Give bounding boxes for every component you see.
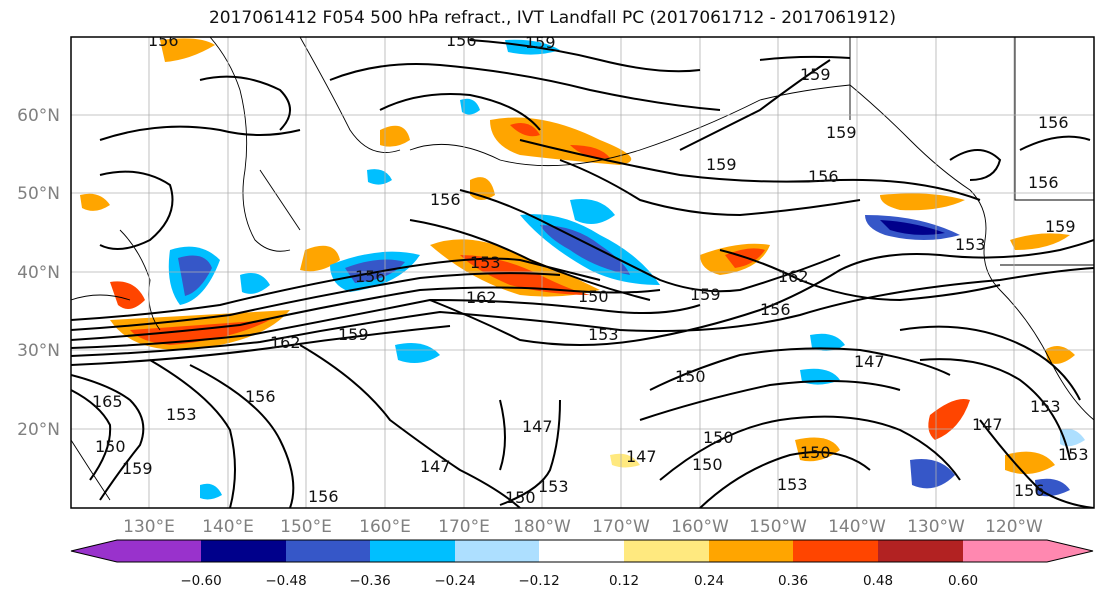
colorbar-segment [878,540,963,562]
contour-label: 147 [854,352,885,371]
refractivity-shading [80,38,1085,500]
lon-label: 140°W [828,517,886,537]
contour-label: 159 [1045,217,1076,236]
contour-label: 162 [270,333,301,352]
lat-label: 60°N [17,106,60,126]
colorbar: −0.60 −0.48 −0.36 −0.24 −0.12 0.12 0.24 … [70,539,1094,589]
latitude-labels: 60°N 50°N 40°N 30°N 20°N [17,106,60,440]
contour-label: 150 [692,455,723,474]
lon-label: 180°W [513,517,571,537]
contour-label: 150 [675,367,706,386]
contour-label: 159 [690,285,721,304]
contour-label: 150 [505,488,536,507]
lon-label: 170°E [438,517,490,537]
contour-label: 153 [470,253,501,272]
colorbar-segment [1047,540,1093,562]
contour-labels: 156 159 159 156 159 159 156 156 156 156 … [92,31,1089,507]
colorbar-segment [539,540,624,562]
contour-label: 159 [800,65,831,84]
contour-label: 153 [955,235,986,254]
contour-label: 153 [538,477,569,496]
contour-label: 156 [808,167,839,186]
colorbar-ticks: −0.60 −0.48 −0.36 −0.24 −0.12 0.12 0.24 … [180,573,978,589]
colorbar-segment [793,540,878,562]
contour-label: 153 [1058,445,1089,464]
contour-label: 156 [355,267,386,286]
contour-label: 147 [522,417,553,436]
colorbar-segment [963,540,1047,562]
colorbar-segment [117,540,201,562]
contour-label: 150 [703,428,734,447]
contour-label: 159 [525,33,556,52]
colorbar-segment [71,540,117,562]
colorbar-segment [709,540,793,562]
contour-label: 156 [430,190,461,209]
colorbar-tick-label: −0.60 [180,573,221,589]
contour-label: 147 [420,457,451,476]
contour-label: 159 [122,459,153,478]
map-panel [71,37,1094,508]
contour-label: 156 [446,31,477,50]
map-title: 2017061412 F054 500 hPa refract., IVT La… [208,8,896,28]
colorbar-segments [71,540,1093,562]
longitude-labels: 130°E 140°E 150°E 160°E 170°E 180°W 170°… [123,517,1043,537]
lon-label: 140°E [202,517,254,537]
lon-label: 130°E [123,517,175,537]
lon-label: 160°W [671,517,729,537]
contour-label: 156 [1014,481,1045,500]
colorbar-segment [286,540,370,562]
lon-label: 130°W [907,517,965,537]
contour-label: 162 [466,288,497,307]
contour-label: 150 [95,437,126,456]
colorbar-outline [70,539,1094,563]
lat-label: 30°N [17,341,60,361]
lon-label: 160°E [359,517,411,537]
lon-label: 170°W [592,517,650,537]
contour-label: 159 [706,155,737,174]
colorbar-tick-label: 0.24 [694,573,724,589]
contour-label: 165 [92,392,123,411]
contour-label: 156 [760,300,791,319]
lat-label: 40°N [17,263,60,283]
ivt-contours [71,39,1094,508]
contour-label: 153 [588,325,619,344]
colorbar-tick-label: −0.24 [434,573,475,589]
lon-label: 120°W [985,517,1043,537]
colorbar-tick-label: −0.48 [265,573,306,589]
contour-label: 153 [166,405,197,424]
colorbar-segment [624,540,709,562]
lon-label: 150°E [280,517,332,537]
colorbar-segment [201,540,286,562]
colorbar-segment [455,540,539,562]
contour-label: 150 [800,443,831,462]
contour-label: 153 [777,475,808,494]
map-frame [70,36,1095,509]
contour-label: 156 [308,487,339,506]
colorbar-tick-label: −0.12 [518,573,559,589]
contour-label: 159 [826,123,857,142]
lat-label: 20°N [17,420,60,440]
colorbar-tick-label: 0.36 [778,573,808,589]
graticule [71,37,1094,508]
colorbar-tick-label: 0.48 [863,573,893,589]
contour-label: 159 [338,325,369,344]
contour-label: 156 [1038,113,1069,132]
lat-label: 50°N [17,184,60,204]
contour-label: 147 [626,447,657,466]
contour-label: 147 [972,415,1003,434]
contour-label: 156 [245,387,276,406]
colorbar-tick-label: −0.36 [349,573,390,589]
colorbar-tick-label: 0.12 [609,573,639,589]
contour-label: 162 [778,267,809,286]
contour-label: 153 [1030,397,1061,416]
lon-label: 150°W [749,517,807,537]
colorbar-segment [370,540,455,562]
colorbar-tick-label: 0.60 [948,573,978,589]
contour-label: 150 [578,287,609,306]
contour-label: 156 [1028,173,1059,192]
contour-label: 156 [148,31,179,50]
